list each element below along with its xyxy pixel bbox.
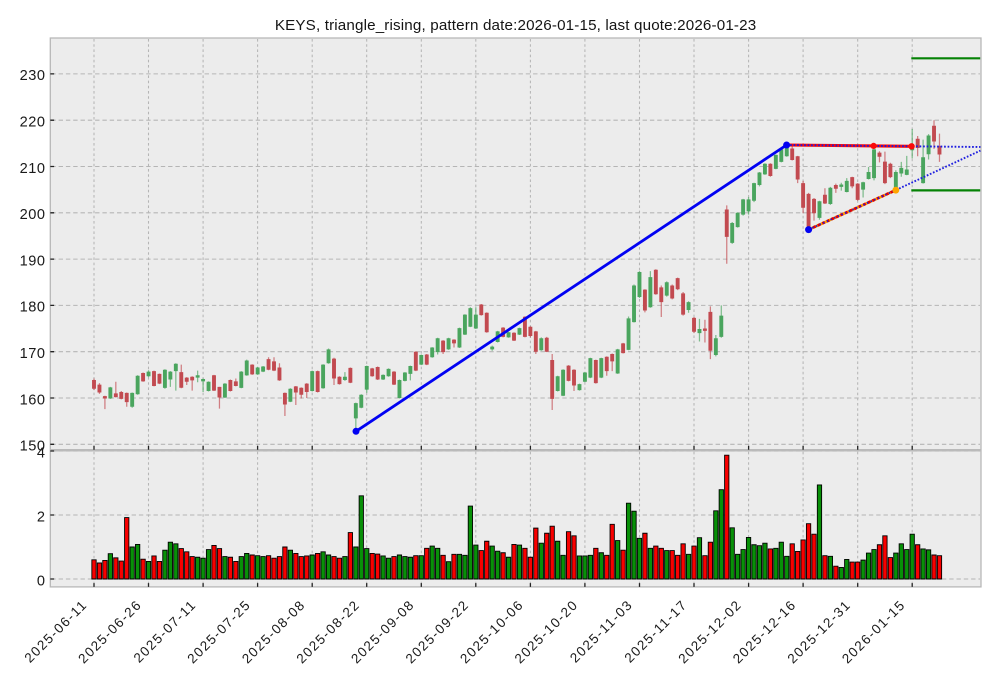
svg-text:190: 190 bbox=[20, 253, 46, 269]
svg-text:150: 150 bbox=[20, 439, 46, 455]
svg-text:KEYS, triangle_rising, pattern: KEYS, triangle_rising, pattern date:2026… bbox=[275, 17, 756, 34]
svg-text:160: 160 bbox=[20, 392, 46, 408]
svg-text:180: 180 bbox=[20, 300, 46, 316]
svg-text:230: 230 bbox=[20, 68, 46, 84]
svg-text:4: 4 bbox=[37, 445, 46, 461]
svg-text:220: 220 bbox=[20, 115, 46, 131]
svg-text:2: 2 bbox=[37, 509, 46, 525]
svg-text:210: 210 bbox=[20, 161, 46, 177]
svg-text:0: 0 bbox=[37, 573, 46, 589]
svg-text:200: 200 bbox=[20, 207, 46, 223]
svg-text:170: 170 bbox=[20, 346, 46, 362]
